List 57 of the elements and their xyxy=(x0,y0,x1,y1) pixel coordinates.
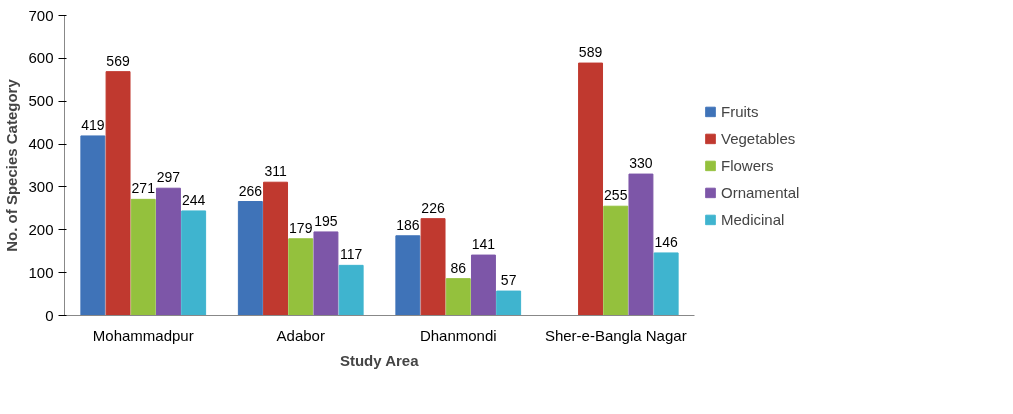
data-label: 57 xyxy=(500,272,517,289)
data-label: 179 xyxy=(289,219,313,236)
bar xyxy=(395,235,421,316)
data-label: 589 xyxy=(578,44,603,61)
y-tick-label: 400 xyxy=(28,135,54,153)
y-tick-label: 700 xyxy=(28,6,54,24)
x-tick-label: Mohammadpur xyxy=(92,326,194,344)
bar xyxy=(338,264,364,316)
data-label: 146 xyxy=(654,233,679,250)
bar xyxy=(445,278,471,316)
x-tick-label: Sher-e-Bangla Nagar xyxy=(544,326,687,344)
data-label: 569 xyxy=(106,52,130,69)
bar xyxy=(237,201,263,316)
legend-label: Fruits xyxy=(721,102,759,120)
bar xyxy=(578,62,604,316)
bar xyxy=(470,254,496,316)
bar xyxy=(288,238,314,316)
bar xyxy=(628,173,654,316)
bar xyxy=(105,71,131,316)
x-tick-label: Dhanmondi xyxy=(419,326,497,344)
data-label: 255 xyxy=(604,187,628,204)
y-tick-label: 500 xyxy=(28,92,54,110)
bar xyxy=(130,198,156,316)
bar xyxy=(653,252,679,316)
bar xyxy=(420,218,446,316)
y-tick-label: 0 xyxy=(45,306,54,324)
data-label: 419 xyxy=(81,116,105,133)
bar xyxy=(496,290,522,316)
y-tick-label: 300 xyxy=(28,177,54,195)
y-tick-label: 600 xyxy=(28,49,54,67)
bar xyxy=(313,231,339,316)
data-label: 226 xyxy=(421,199,445,216)
legend-label: Vegetables xyxy=(721,129,796,147)
x-axis-title: Study Area xyxy=(339,351,420,369)
data-label: 244 xyxy=(181,191,206,208)
bar xyxy=(80,135,106,316)
legend-label: Flowers xyxy=(721,156,774,174)
bar xyxy=(603,205,629,316)
bar xyxy=(155,187,181,316)
data-label: 186 xyxy=(396,216,420,233)
data-label: 117 xyxy=(339,246,363,263)
data-label: 86 xyxy=(450,259,467,276)
data-label: 311 xyxy=(264,163,287,180)
data-label: 266 xyxy=(238,182,263,199)
legend-label: Medicinal xyxy=(721,210,785,228)
data-label: 195 xyxy=(314,212,338,229)
x-tick-label: Adabor xyxy=(276,326,325,344)
data-label: 141 xyxy=(471,236,496,253)
data-label: 271 xyxy=(131,180,156,197)
legend-label: Ornamental xyxy=(721,183,800,201)
bar xyxy=(263,181,289,316)
bar xyxy=(181,210,207,316)
data-label: 330 xyxy=(629,155,653,172)
y-tick-label: 200 xyxy=(28,220,54,238)
data-label: 297 xyxy=(156,169,181,186)
y-axis-title: No. of Species Category xyxy=(3,78,21,252)
y-tick-label: 100 xyxy=(28,263,54,281)
